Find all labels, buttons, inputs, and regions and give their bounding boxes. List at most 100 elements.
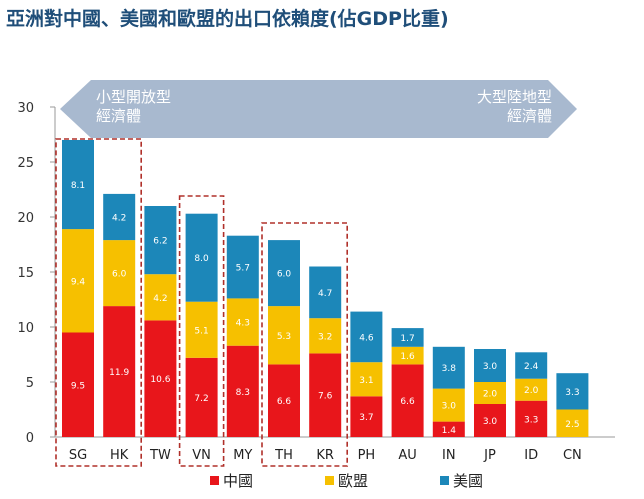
bar-segment-cn-1 — [556, 409, 589, 437]
bar-segment-ph-1 — [350, 362, 383, 397]
arrow-right-label-line1: 大型陸地型 — [477, 88, 552, 106]
legend-swatch — [325, 476, 334, 485]
bar-data-label: 8.1 — [71, 181, 85, 191]
bar-data-label: 2.5 — [565, 420, 579, 430]
bar-segment-vn-0 — [185, 357, 218, 437]
bar-data-label: 2.0 — [483, 390, 498, 400]
x-category-label: AU — [398, 448, 416, 463]
x-category-label: IN — [442, 448, 456, 463]
x-category-label: HK — [110, 448, 129, 463]
bar-data-label: 4.2 — [153, 294, 167, 304]
bar-data-label: 5.7 — [236, 264, 250, 274]
direction-arrow-shape — [60, 80, 577, 138]
bar-segment-hk-2 — [103, 193, 136, 241]
bar-segment-id-1 — [515, 378, 548, 401]
x-category-label: PH — [358, 448, 376, 463]
bar-data-label: 3.3 — [524, 415, 538, 425]
bar-data-label: 3.3 — [565, 388, 579, 398]
bar-segment-tw-1 — [144, 274, 177, 321]
bar-data-label: 4.2 — [112, 214, 126, 224]
bar-segment-in-2 — [432, 346, 465, 389]
bar-segment-id-2 — [515, 352, 548, 379]
bar-data-label: 1.7 — [400, 334, 414, 344]
legend: 中國 歐盟 美國 — [210, 472, 483, 490]
y-tick-label: 5 — [26, 376, 34, 391]
bar-data-label: 9.4 — [71, 277, 86, 287]
bar-data-label: 6.6 — [400, 397, 415, 407]
bar-data-label: 6.6 — [277, 397, 292, 407]
bar-segment-my-0 — [226, 345, 259, 437]
bar-data-label: 1.4 — [442, 426, 457, 436]
bar-segment-ph-2 — [350, 311, 383, 363]
bar-segment-sg-1 — [62, 229, 94, 333]
bar-data-label: 4.6 — [359, 333, 374, 343]
bar-segment-au-2 — [391, 328, 424, 347]
bar-data-label: 5.3 — [277, 332, 291, 342]
bar-data-label: 3.0 — [483, 417, 498, 427]
y-tick-label: 10 — [17, 321, 34, 336]
bar-segment-ph-0 — [350, 396, 383, 437]
direction-arrow: 小型開放型 經濟體 大型陸地型 經濟體 — [60, 80, 577, 138]
arrow-left-label-line2: 經濟體 — [96, 107, 141, 125]
highlight-box-th-kr — [261, 222, 348, 467]
bar-segment-au-0 — [391, 364, 424, 437]
bar-segment-vn-2 — [185, 213, 218, 302]
x-category-label: ID — [524, 448, 538, 463]
bar-segment-au-1 — [391, 346, 424, 365]
bar-segment-tw-0 — [144, 320, 177, 437]
y-tick-label: 15 — [17, 266, 34, 281]
bar-data-label: 3.1 — [359, 376, 373, 386]
legend-swatch — [440, 476, 449, 485]
bar-data-label: 1.6 — [400, 352, 415, 362]
bar-data-label: 5.1 — [194, 326, 208, 336]
bar-segment-in-1 — [432, 388, 465, 422]
x-category-label: CN — [563, 448, 582, 463]
arrow-left-label-line1: 小型開放型 — [96, 88, 171, 106]
bar-segment-th-2 — [268, 240, 300, 307]
bar-segment-jp-1 — [474, 382, 506, 404]
bar-segment-hk-0 — [103, 306, 136, 437]
bar-segment-jp-2 — [474, 349, 506, 382]
legend-label: 美國 — [453, 472, 483, 490]
bar-segment-id-0 — [515, 400, 548, 437]
y-tick-label: 25 — [17, 156, 34, 171]
x-category-label: KR — [316, 448, 334, 463]
bar-segment-my-1 — [226, 298, 259, 346]
legend-swatch — [210, 476, 219, 485]
x-category-label: SG — [69, 448, 87, 463]
bar-data-label: 3.0 — [442, 402, 457, 412]
bar-data-label: 6.2 — [153, 237, 167, 247]
bar-segment-my-2 — [226, 235, 259, 299]
bar-segment-kr-1 — [309, 318, 342, 354]
y-tick-label: 0 — [26, 431, 34, 446]
bar-segment-th-1 — [268, 306, 300, 365]
y-tick-label: 30 — [17, 101, 34, 116]
chart-title: 亞洲對中國、美國和歐盟的出口依賴度(佔GDP比重) — [6, 8, 449, 30]
bar-data-label: 3.8 — [442, 364, 457, 374]
legend-label: 歐盟 — [338, 472, 368, 490]
x-category-label: VN — [192, 448, 211, 463]
bar-data-label: 3.7 — [359, 413, 373, 423]
bar-data-label: 2.4 — [524, 362, 539, 372]
legend-label: 中國 — [223, 472, 253, 490]
bar-data-label: 7.2 — [194, 394, 208, 404]
bar-segment-tw-2 — [144, 206, 177, 275]
bar-data-label: 11.9 — [109, 368, 129, 378]
bar-data-label: 6.0 — [277, 270, 292, 280]
axes: 0 5 10 15 20 25 30 SG HK TW VN MY TH KR PH AU IN JP ID CN — [17, 101, 615, 463]
bar-data-label: 4.3 — [236, 319, 250, 329]
highlight-box-vn — [178, 195, 225, 467]
bar-segment-in-0 — [432, 421, 465, 437]
highlight-box-sg-hk — [55, 138, 142, 467]
bar-segment-vn-1 — [185, 301, 218, 358]
x-category-label: TW — [149, 448, 171, 463]
bars: 9.5 9.4 8.1 11.9 6.0 4.2 10.6 4.2 6.2 7.2 5.1 8.0 8.… — [62, 140, 589, 439]
bar-segment-kr-0 — [309, 353, 342, 437]
bar-data-label: 6.0 — [112, 270, 127, 280]
bar-segment-hk-1 — [103, 240, 136, 307]
bar-data-label: 2.0 — [524, 386, 539, 396]
bar-segment-th-0 — [268, 364, 300, 437]
bar-data-label: 4.7 — [318, 289, 332, 299]
bar-data-label: 8.3 — [236, 388, 250, 398]
